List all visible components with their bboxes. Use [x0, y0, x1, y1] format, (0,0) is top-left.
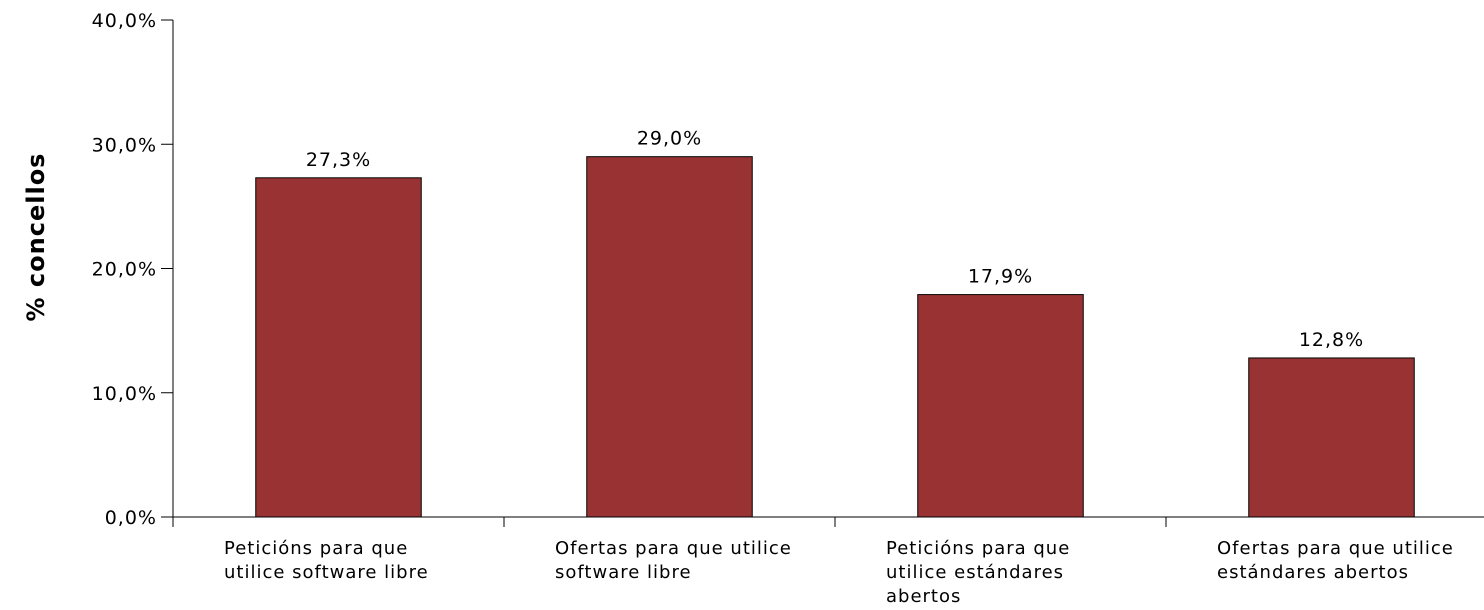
value-label: 29,0%: [637, 128, 702, 150]
bar: [917, 294, 1084, 518]
value-label: 27,3%: [306, 149, 371, 171]
x-tick-label: Peticións para que utilice software libr…: [224, 538, 429, 583]
bar: [586, 156, 753, 518]
bar: [255, 177, 422, 518]
y-tick-label: 10,0%: [92, 383, 157, 405]
y-tick-label: 30,0%: [92, 134, 157, 156]
x-tick-label: Ofertas para que utilice estándares aber…: [1217, 538, 1454, 583]
y-tick-label: 40,0%: [92, 10, 157, 32]
x-tick-label: Peticións para que utilice estándares ab…: [886, 538, 1071, 607]
value-label: 17,9%: [968, 266, 1033, 288]
bar: [1248, 357, 1415, 518]
y-tick-label: 20,0%: [92, 259, 157, 281]
x-tick-label: Ofertas para que utilice software libre: [555, 538, 792, 583]
value-label: 12,8%: [1299, 329, 1364, 351]
y-axis-title: % concellos: [22, 153, 50, 322]
y-tick-label: 0,0%: [105, 507, 157, 529]
